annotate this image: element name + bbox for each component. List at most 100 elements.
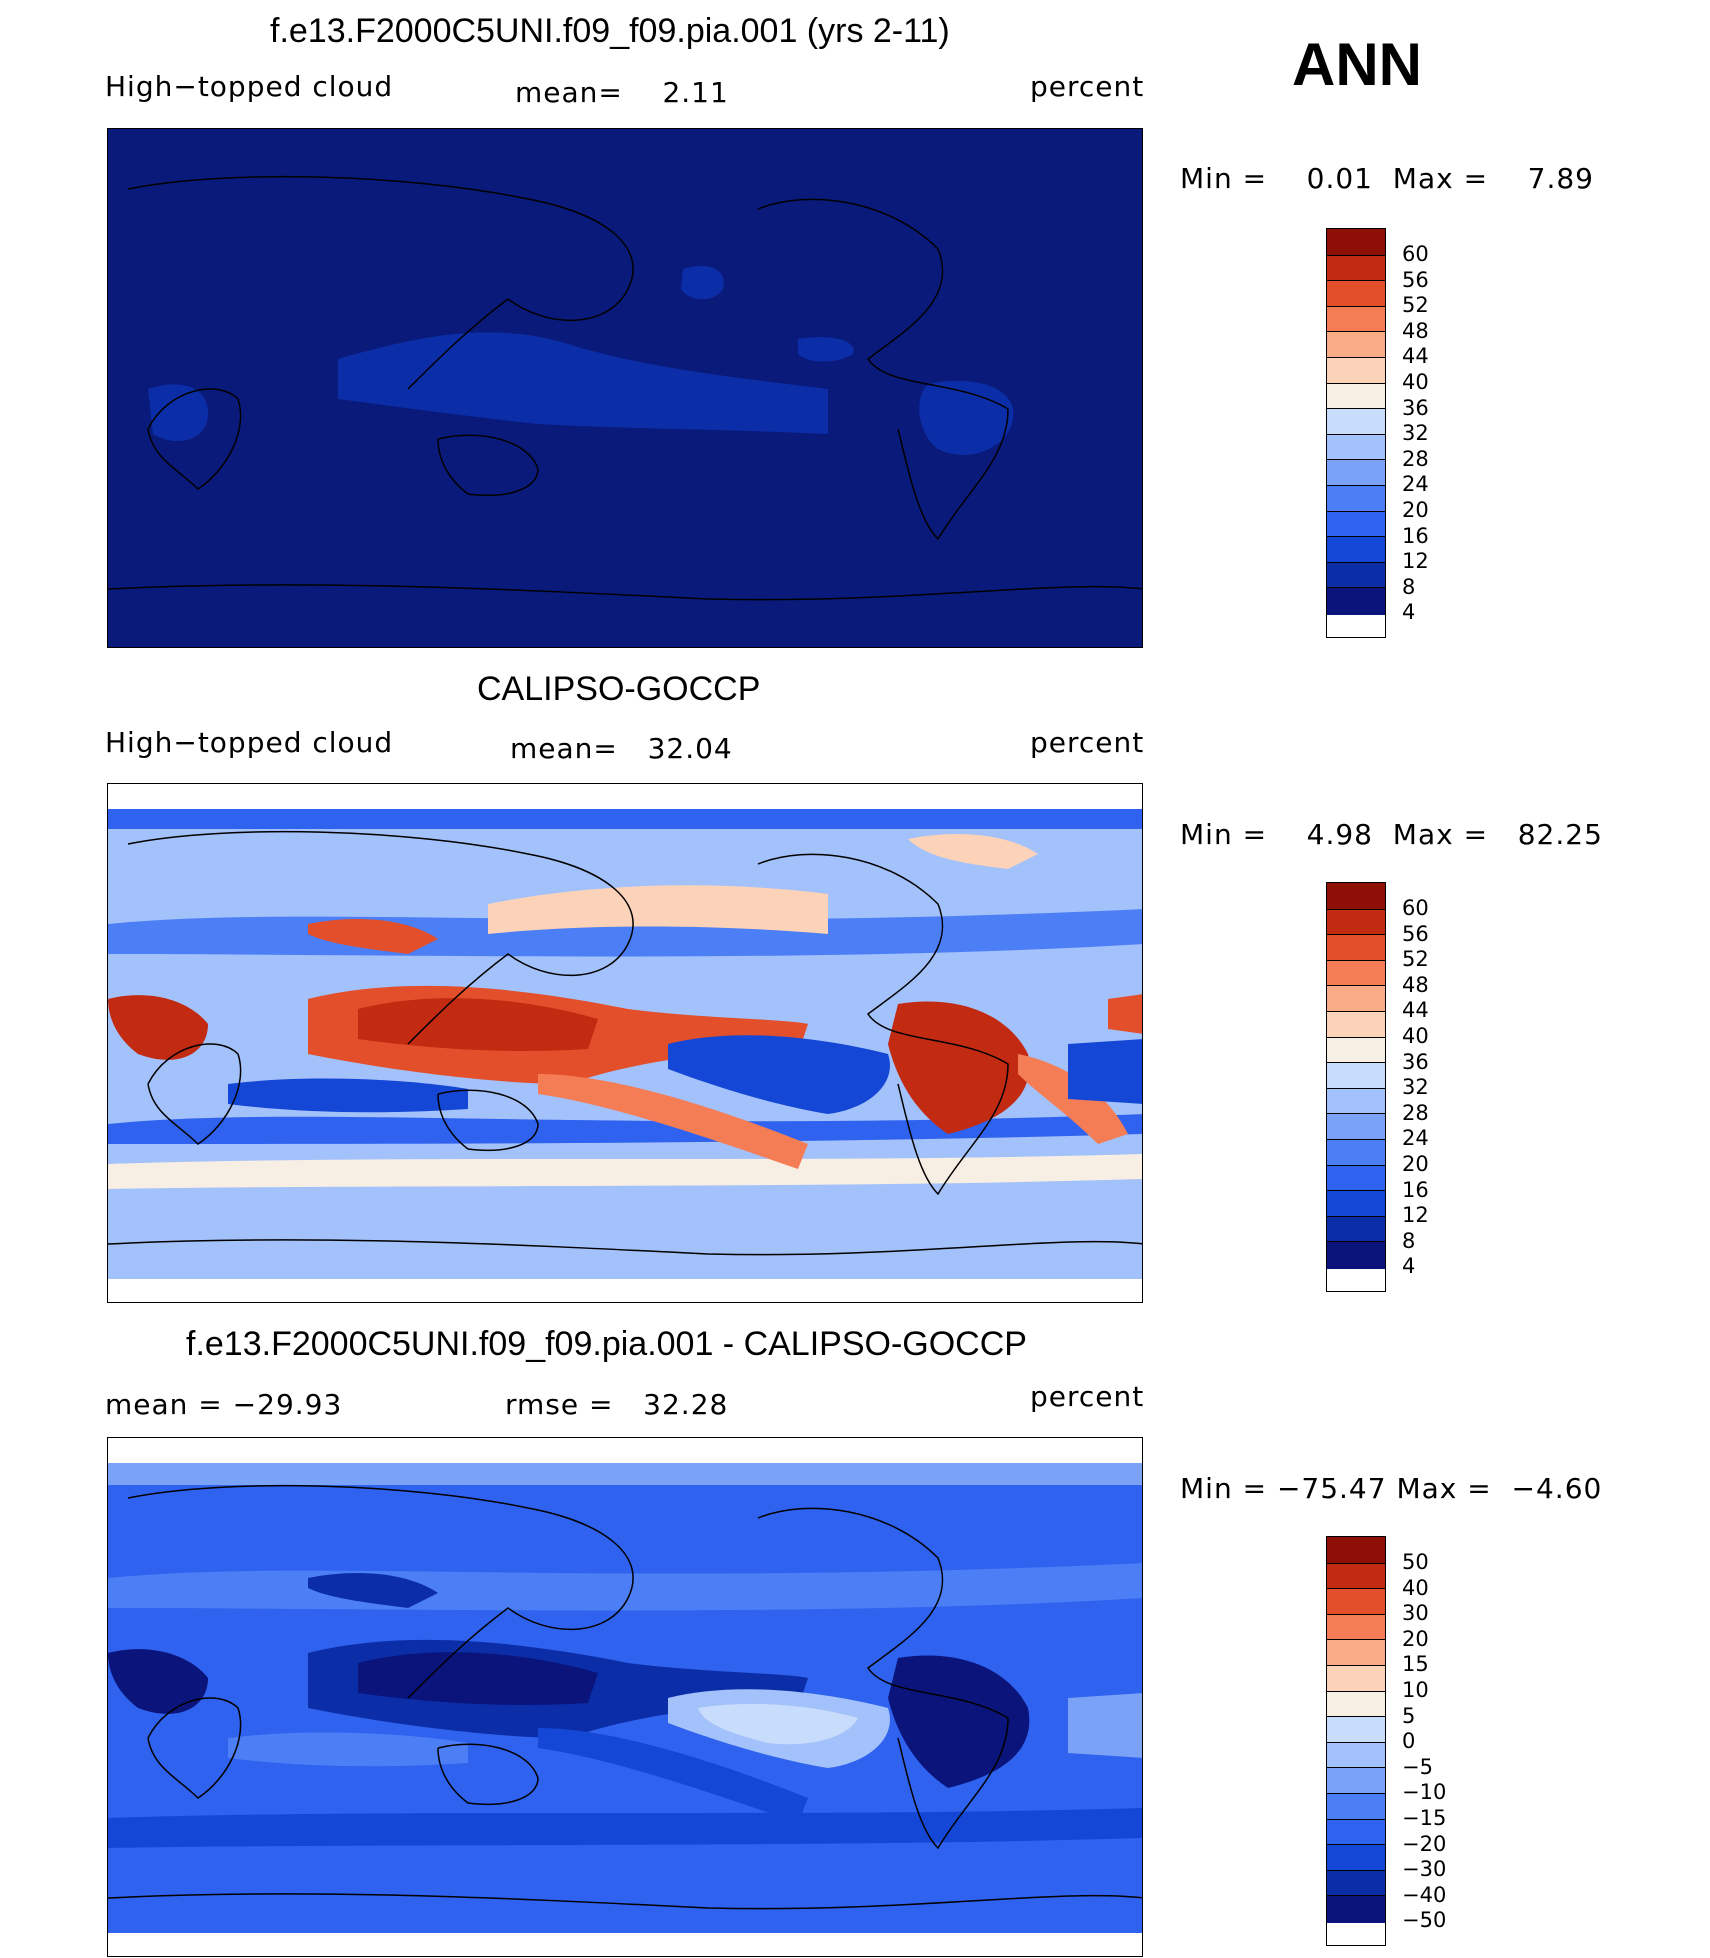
panel-1-mean-label: mean= 2.11 (515, 76, 729, 109)
panel-2-variable-label: High−topped cloud (105, 726, 394, 759)
panel-2-minmax: Min = 4.98 Max = 82.25 (1180, 818, 1603, 851)
colorbar-label: 20 (1402, 1152, 1429, 1176)
colorbar-swatch (1327, 306, 1385, 333)
colorbar-swatch (1327, 1563, 1385, 1590)
panel-2-colorbar (1326, 882, 1386, 1292)
colorbar-label: 30 (1402, 1601, 1429, 1626)
colorbar-label: 44 (1402, 344, 1429, 369)
colorbar-label: 50 (1402, 1550, 1429, 1574)
colorbar-swatch (1327, 1011, 1385, 1038)
colorbar-swatch (1327, 588, 1385, 615)
panel-1-colorbar (1326, 228, 1386, 638)
panel-1-variable-label: High−topped cloud (105, 70, 394, 103)
panel-3-minmax: Min = −75.47 Max = −4.60 (1180, 1472, 1603, 1505)
panel-1-minmax: Min = 0.01 Max = 7.89 (1180, 162, 1594, 195)
colorbar-swatch (1327, 1139, 1385, 1166)
panel-3-title: f.e13.F2000C5UNI.f09_f09.pia.001 - CALIP… (186, 1325, 1027, 1363)
panel-2-title: CALIPSO-GOCCP (477, 670, 761, 708)
colorbar-swatch (1327, 255, 1385, 282)
colorbar-swatch (1327, 1793, 1385, 1820)
colorbar-label: 24 (1402, 1126, 1429, 1151)
colorbar-label: 32 (1402, 421, 1429, 446)
colorbar-swatch (1327, 1037, 1385, 1064)
colorbar-swatch (1327, 281, 1385, 307)
colorbar-label: −40 (1402, 1882, 1447, 1907)
colorbar-swatch (1327, 485, 1385, 512)
colorbar-swatch (1327, 1614, 1385, 1641)
colorbar-label: 56 (1402, 267, 1429, 292)
colorbar-label: 10 (1402, 1678, 1429, 1702)
panel-2-mean-label: mean= 32.04 (510, 732, 733, 765)
panel-3-units-label: percent (1030, 1380, 1145, 1413)
colorbar-label: 0 (1402, 1729, 1416, 1754)
colorbar-label: 24 (1402, 472, 1429, 497)
colorbar-swatch (1327, 1191, 1385, 1217)
colorbar-swatch (1327, 986, 1385, 1012)
colorbar-swatch (1327, 537, 1385, 563)
colorbar-swatch (1327, 1216, 1385, 1243)
colorbar-swatch (1327, 1537, 1385, 1564)
colorbar-swatch (1327, 332, 1385, 358)
colorbar-label: 28 (1402, 446, 1429, 471)
colorbar-label: −15 (1402, 1806, 1447, 1830)
season-label: ANN (1292, 31, 1422, 98)
colorbar-swatch (1327, 562, 1385, 589)
colorbar-swatch (1327, 1640, 1385, 1666)
colorbar-label: 48 (1402, 318, 1429, 343)
colorbar-label: 5 (1402, 1703, 1416, 1728)
colorbar-label: 15 (1402, 1652, 1429, 1677)
panel-1-map (107, 128, 1143, 648)
colorbar-swatch (1327, 1742, 1385, 1769)
colorbar-label: 48 (1402, 972, 1429, 997)
colorbar-label: 12 (1402, 1203, 1429, 1228)
panel-3-rmse-label: rmse = 32.28 (505, 1388, 729, 1421)
colorbar-label: 60 (1402, 242, 1429, 266)
colorbar-swatch (1327, 1691, 1385, 1718)
colorbar-label: 60 (1402, 896, 1429, 920)
colorbar-swatch (1327, 357, 1385, 384)
colorbar-label: 16 (1402, 1177, 1429, 1202)
colorbar-label: −30 (1402, 1857, 1447, 1882)
colorbar-label: 56 (1402, 921, 1429, 946)
colorbar-label: 52 (1402, 293, 1429, 318)
colorbar-label: 12 (1402, 549, 1429, 574)
colorbar-swatch (1327, 511, 1385, 538)
colorbar-swatch (1327, 1819, 1385, 1846)
colorbar-label: 32 (1402, 1075, 1429, 1100)
panel-2-map (107, 783, 1143, 1303)
colorbar-swatch (1327, 1717, 1385, 1743)
colorbar-swatch (1327, 1896, 1385, 1923)
panel-3-colorbar (1326, 1536, 1386, 1946)
panel-2-units-label: percent (1030, 726, 1145, 759)
panel-1-tropical-band (338, 332, 828, 434)
colorbar-swatch (1327, 1845, 1385, 1871)
colorbar-swatch (1327, 460, 1385, 486)
colorbar-swatch (1327, 409, 1385, 435)
colorbar-swatch (1327, 434, 1385, 461)
colorbar-label: 52 (1402, 947, 1429, 972)
panel-1-mexico-patch (798, 337, 854, 362)
colorbar-label: 8 (1402, 574, 1416, 599)
colorbar-swatch (1327, 1165, 1385, 1192)
colorbar-swatch (1327, 1088, 1385, 1115)
colorbar-label: 8 (1402, 1228, 1416, 1253)
colorbar-label: −5 (1402, 1754, 1433, 1779)
colorbar-label: 28 (1402, 1100, 1429, 1125)
colorbar-swatch (1327, 935, 1385, 961)
colorbar-label: 4 (1402, 1254, 1416, 1279)
colorbar-swatch (1327, 883, 1385, 910)
colorbar-label: 20 (1402, 498, 1429, 522)
panel-3-map (107, 1437, 1143, 1957)
panel-1-units-label: percent (1030, 70, 1145, 103)
colorbar-swatch (1327, 960, 1385, 987)
colorbar-label: −20 (1402, 1831, 1447, 1856)
colorbar-label: 16 (1402, 523, 1429, 548)
colorbar-label: 4 (1402, 600, 1416, 625)
colorbar-label: −50 (1402, 1908, 1447, 1933)
colorbar-label: 36 (1402, 395, 1429, 420)
colorbar-swatch (1327, 1242, 1385, 1269)
colorbar-swatch (1327, 1768, 1385, 1794)
colorbar-swatch (1327, 229, 1385, 256)
colorbar-label: 36 (1402, 1049, 1429, 1074)
colorbar-label: 40 (1402, 370, 1429, 394)
